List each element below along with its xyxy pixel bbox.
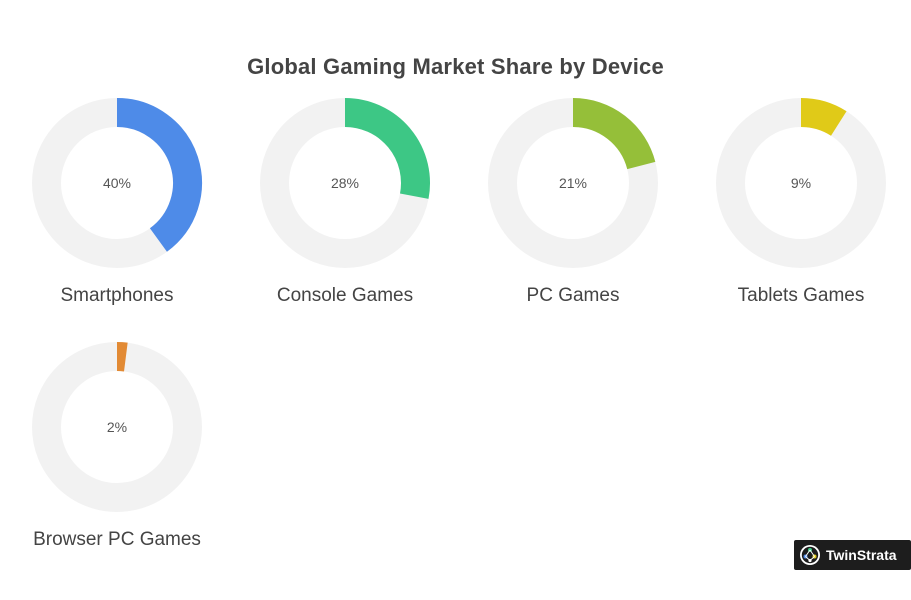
twinstrata-logo: TwinStrata (794, 540, 911, 570)
donut-pc-games: 21% PC Games (488, 98, 658, 306)
logo-text: TwinStrata (826, 547, 897, 563)
donut-segment-tablets-games (800, 98, 847, 137)
chart-title: Global Gaming Market Share by Device (247, 54, 664, 79)
category-label-tablets-games: Tablets Games (738, 285, 865, 306)
data-label-console-games: 28% (331, 175, 359, 191)
data-label-pc-games: 21% (559, 175, 587, 191)
data-label-browser-pc-games: 2% (107, 419, 127, 435)
donut-segment-console-games (344, 98, 430, 199)
twinstrata-logo-icon (800, 545, 820, 565)
donut-smartphones: 40% Smartphones (32, 98, 202, 306)
data-label-tablets-games: 9% (791, 175, 811, 191)
category-label-browser-pc-games: Browser PC Games (33, 529, 201, 550)
donut-segment-smartphones (116, 98, 202, 252)
donut-segment-browser-pc-games (116, 342, 128, 372)
donut-segment-pc-games (572, 98, 656, 170)
category-label-console-games: Console Games (277, 285, 413, 306)
data-label-smartphones: 40% (103, 175, 131, 191)
category-label-smartphones: Smartphones (60, 285, 173, 306)
donut-tablets-games: 9% Tablets Games (716, 98, 886, 306)
donut-console-games: 28% Console Games (260, 98, 430, 306)
donut-browser-pc-games: 2% Browser PC Games (32, 342, 202, 550)
category-label-pc-games: PC Games (527, 285, 620, 306)
